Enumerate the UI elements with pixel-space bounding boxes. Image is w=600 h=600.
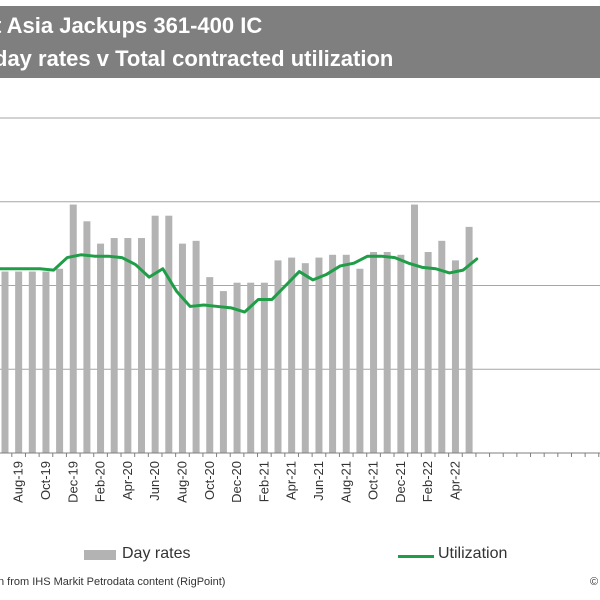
- legend-label-utilization: Utilization: [438, 545, 508, 562]
- day-rate-bar: [42, 271, 50, 453]
- x-tick-label: Feb-21: [256, 461, 271, 502]
- x-tick-label: Dec-19: [65, 461, 80, 503]
- x-tick-label: Jun-21: [311, 461, 326, 501]
- chart-title: t Asia Jackups 361-400 IC: [0, 13, 263, 38]
- x-tick-label: Oct-21: [366, 461, 381, 500]
- day-rate-bars: [1, 204, 473, 453]
- day-rate-bar: [56, 268, 64, 453]
- day-rate-bar: [219, 291, 227, 453]
- utilization-line: [0, 253, 479, 314]
- day-rate-bar: [260, 282, 268, 453]
- day-rate-bar: [124, 238, 132, 453]
- day-rate-bar: [233, 282, 241, 453]
- x-tick-label: Aug-21: [338, 461, 353, 503]
- day-rate-bar: [315, 257, 323, 453]
- day-rate-bar: [110, 238, 118, 453]
- day-rate-bar: [274, 260, 282, 453]
- legend-label-day-rates: Day rates: [122, 545, 191, 562]
- source-note: n from IHS Markit Petrodata content (Rig…: [0, 576, 226, 588]
- day-rate-bar: [288, 257, 296, 453]
- day-rate-bar: [192, 240, 200, 453]
- day-rate-bar: [424, 252, 432, 453]
- day-rate-bar: [15, 271, 23, 453]
- x-tick-label: Dec-20: [229, 461, 244, 503]
- chart-title-bar: t Asia Jackups 361-400 IC day rates v To…: [0, 6, 600, 78]
- day-rate-bar: [138, 238, 145, 453]
- x-tick-label: Aug-19: [11, 461, 26, 503]
- day-rate-bar: [206, 277, 214, 453]
- day-rate-bar: [411, 204, 418, 453]
- x-tick-label: Apr-21: [284, 461, 299, 500]
- x-tick-label: Jun-20: [147, 461, 162, 501]
- x-tick-label: Apr-22: [447, 461, 462, 500]
- x-tick-label: Feb-22: [420, 461, 435, 502]
- day-rate-bar: [397, 254, 405, 453]
- day-rate-bar: [451, 260, 459, 453]
- day-rate-bar: [1, 271, 9, 453]
- day-rate-bar: [383, 252, 391, 453]
- day-rate-bar: [329, 254, 337, 453]
- day-rate-bar: [178, 243, 186, 453]
- day-rates-swatch: [84, 550, 116, 560]
- day-rate-bar: [342, 254, 350, 453]
- day-rate-bar: [301, 263, 309, 453]
- day-rate-bar: [247, 282, 255, 453]
- day-rate-bar: [165, 215, 173, 453]
- day-rate-bar: [438, 240, 446, 453]
- legend: Day rates Utilization: [0, 544, 600, 568]
- x-tick-label: Dec-21: [393, 461, 408, 503]
- chart-subtitle: day rates v Total contracted utilization: [0, 46, 394, 71]
- day-rate-bar: [28, 271, 36, 453]
- day-rate-bar: [69, 204, 77, 453]
- day-rate-bar: [97, 243, 105, 453]
- day-rate-bar: [370, 252, 378, 453]
- utilization-swatch: [398, 555, 434, 558]
- x-tick-label: Apr-20: [120, 461, 135, 500]
- day-rate-bar: [356, 268, 364, 453]
- day-rate-bar: [83, 221, 91, 453]
- x-axis: Aug-19 Oct-19 Dec-19 Feb-20 Apr-20 Jun-20 Aug-…: [0, 452, 600, 503]
- x-tick-label: Aug-20: [174, 461, 189, 503]
- x-tick-label: Oct-20: [202, 461, 217, 500]
- chart-plot: Aug-19 Oct-19 Dec-19 Feb-20 Apr-20 Jun-20 Aug-…: [0, 117, 600, 503]
- x-tick-label: Oct-19: [38, 461, 53, 500]
- copyright-mark: ©: [590, 576, 599, 588]
- day-rate-bar: [465, 226, 473, 453]
- day-rate-bar: [151, 215, 159, 453]
- x-tick-label: Feb-20: [93, 461, 108, 502]
- utilization-line-group: [0, 253, 479, 314]
